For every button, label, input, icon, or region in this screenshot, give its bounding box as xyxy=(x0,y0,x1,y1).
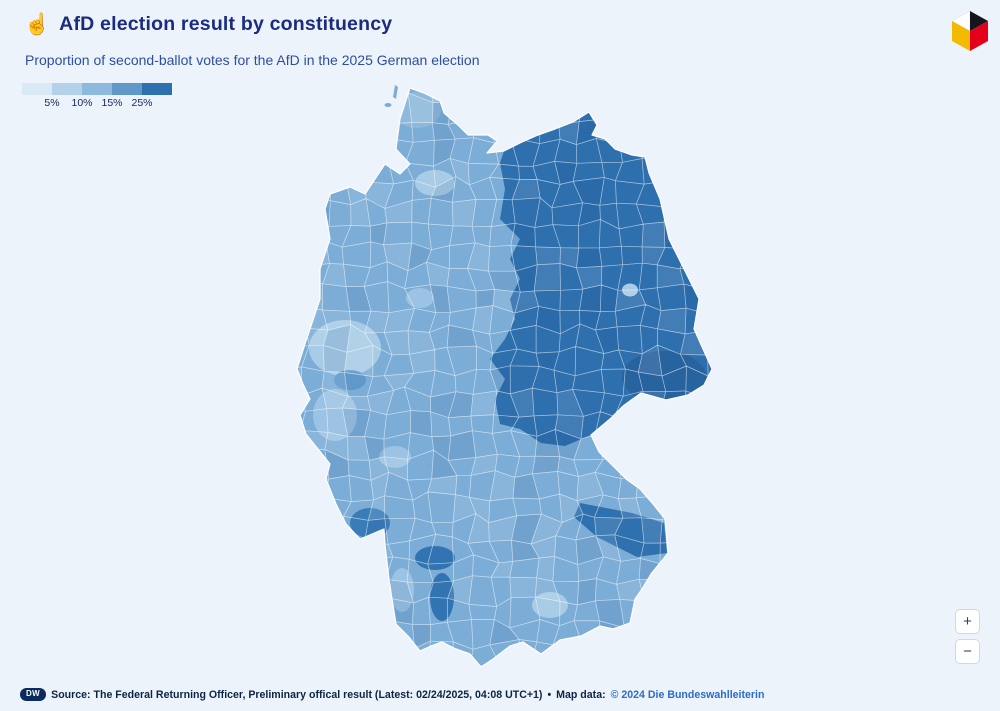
legend-swatch-2 xyxy=(52,83,82,95)
zoom-in-button[interactable]: + xyxy=(955,609,980,634)
cell-tint-light xyxy=(297,88,712,667)
legend-tick-5: 5% xyxy=(44,97,60,109)
zoom-controls: + − xyxy=(955,609,980,664)
germany-outline xyxy=(296,87,713,668)
color-legend: 5% 10% 15% 25% xyxy=(22,83,172,110)
legend-tick-25: 25% xyxy=(131,97,153,109)
legend-tick-15: 15% xyxy=(101,97,123,109)
dw-logo xyxy=(951,10,988,51)
legend-labels: 5% 10% 15% 25% xyxy=(22,97,172,110)
chart-subtitle: Proportion of second-ballot votes for th… xyxy=(25,52,480,68)
footer: DW Source: The Federal Returning Officer… xyxy=(20,688,764,701)
map-data-label: Map data: xyxy=(556,688,606,701)
source-text: Source: The Federal Returning Officer, P… xyxy=(51,688,543,701)
legend-swatches xyxy=(22,83,172,95)
dw-logo-gold-shade xyxy=(952,41,970,51)
pointer-hand-icon: ☝ xyxy=(24,13,51,36)
legend-swatch-1 xyxy=(22,83,52,95)
zoom-out-button[interactable]: − xyxy=(955,639,980,664)
chart-title: AfD election result by constituency xyxy=(59,13,393,35)
legend-swatch-4 xyxy=(112,83,142,95)
legend-swatch-5 xyxy=(142,83,172,95)
dw-footer-badge: DW xyxy=(20,688,47,701)
dw-logo-red-face xyxy=(970,21,988,51)
map-data-link[interactable]: © 2024 Die Bundeswahlleiterin xyxy=(610,688,765,701)
legend-swatch-3 xyxy=(82,83,112,95)
map-regions xyxy=(297,88,712,667)
dw-logo-gold-face xyxy=(952,21,970,51)
germany-choropleth-map[interactable] xyxy=(292,85,722,675)
island-foehr xyxy=(384,103,392,107)
island-sylt xyxy=(393,85,398,99)
dw-logo-black-face xyxy=(970,11,988,31)
footer-separator: • xyxy=(547,688,552,701)
legend-tick-10: 10% xyxy=(71,97,93,109)
chart-header: ☝ AfD election result by constituency xyxy=(24,13,392,36)
